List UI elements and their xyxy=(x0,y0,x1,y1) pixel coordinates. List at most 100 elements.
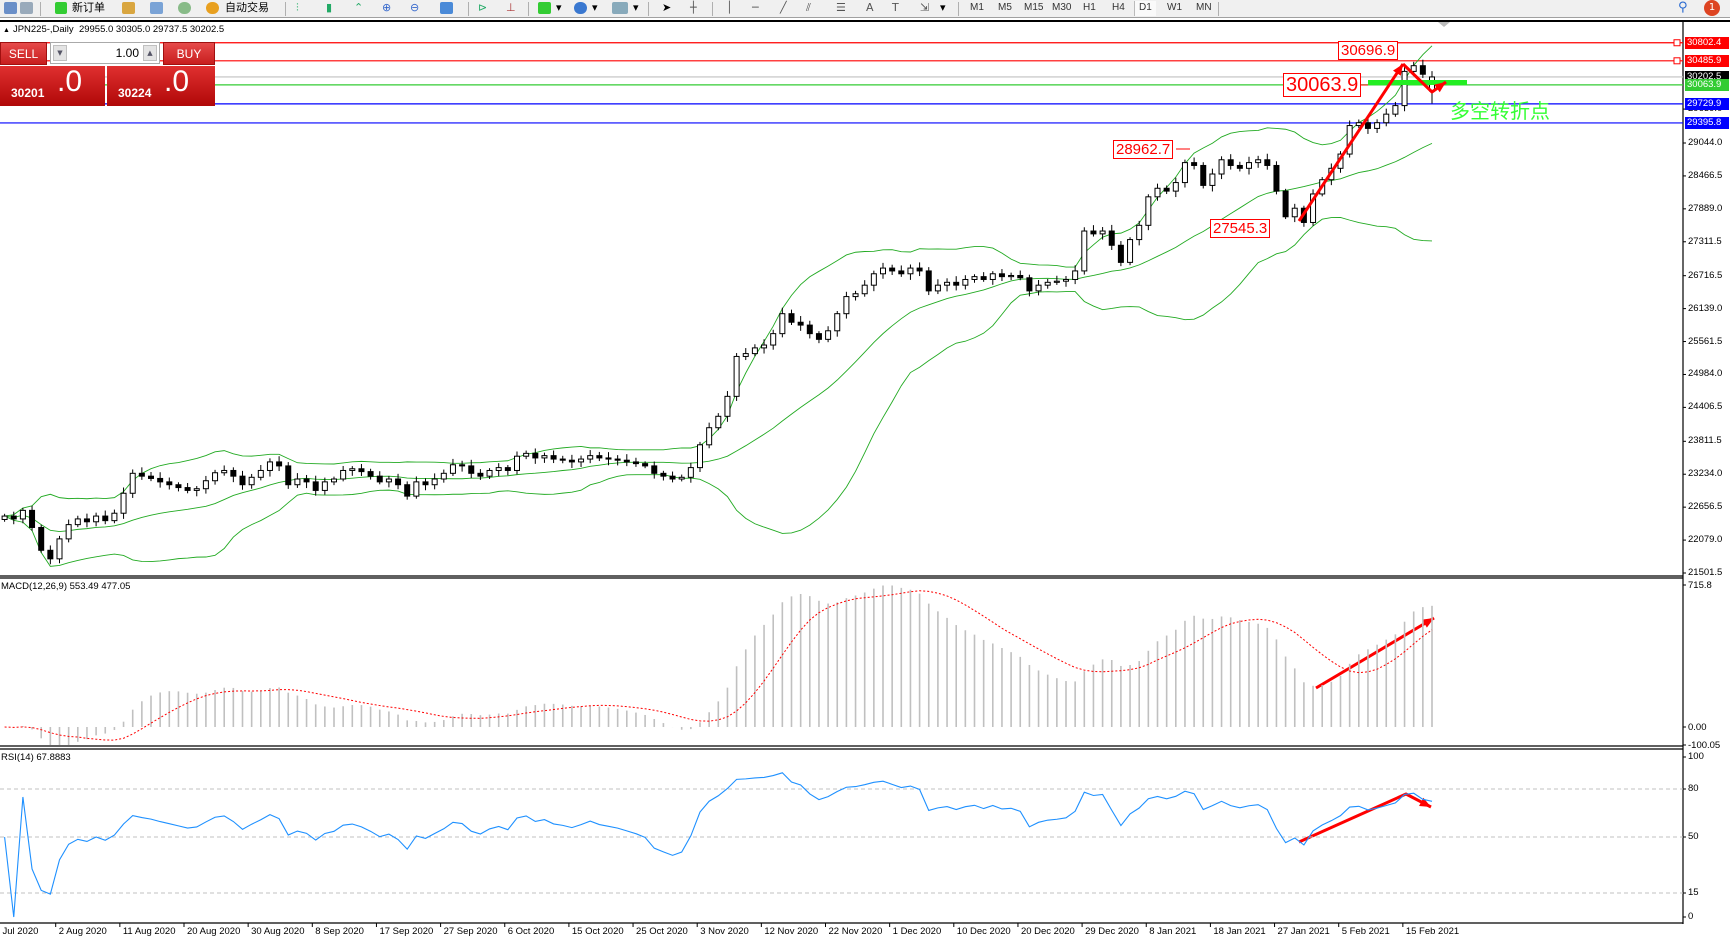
candle-bull xyxy=(440,472,447,480)
candle-bull xyxy=(129,472,136,494)
candle-bull xyxy=(843,296,850,315)
date-tick-label: 2 Aug 2020 xyxy=(58,926,107,937)
candle-bull xyxy=(321,481,328,491)
candle-bear xyxy=(532,452,539,459)
text-label-icon[interactable]: T xyxy=(892,1,899,14)
bar-chart-icon[interactable]: ⫶ xyxy=(296,1,299,14)
zoom-print-icon[interactable] xyxy=(20,2,33,14)
timeframe-w1[interactable]: W1 xyxy=(1167,2,1182,13)
date-tick-label: 5 Feb 2021 xyxy=(1341,926,1390,937)
date-tick-label: 25 Oct 2020 xyxy=(636,926,688,937)
price-tick-label: 22079.0 xyxy=(1688,534,1723,546)
price-tick-label: 26716.5 xyxy=(1688,269,1723,281)
candle-bear xyxy=(953,281,960,286)
arrows-icon[interactable]: ⇲ xyxy=(920,1,930,14)
candle-bull xyxy=(971,276,978,280)
timeframe-h1[interactable]: H1 xyxy=(1083,2,1096,13)
signals-icon[interactable] xyxy=(178,2,191,14)
candle-bull xyxy=(65,524,72,540)
date-tick-label: 12 Nov 2020 xyxy=(764,926,819,937)
chevron-down-icon[interactable]: ▾ xyxy=(592,1,598,14)
candle-bear xyxy=(276,461,283,467)
date-tick-label: 27 Sep 2020 xyxy=(443,926,498,937)
templates-icon[interactable] xyxy=(612,2,628,14)
periods-clock-icon[interactable] xyxy=(574,2,587,14)
rsi-arrow xyxy=(1298,792,1432,844)
candle-bear xyxy=(285,465,292,486)
candle-bear xyxy=(614,458,621,461)
candle-bear xyxy=(1090,230,1097,235)
candle-bull xyxy=(852,293,859,298)
candlestick-icon[interactable]: ▮ xyxy=(326,1,333,14)
volume-field[interactable]: ▼ 1.00 ▲ xyxy=(50,42,160,64)
candle-bear xyxy=(83,518,90,523)
timeframe-d1[interactable]: D1 xyxy=(1134,1,1156,16)
candle-bear xyxy=(916,267,923,272)
text-icon[interactable]: A xyxy=(866,1,874,14)
annotation-high[interactable]: 30696.9 xyxy=(1338,41,1399,60)
candle-bull xyxy=(834,313,841,332)
candle-bull xyxy=(257,469,264,478)
rsi-tick-label: 15 xyxy=(1688,887,1699,898)
candle-bull xyxy=(120,492,127,514)
auto-trading-button[interactable]: 自动交易 xyxy=(225,1,269,14)
candles xyxy=(1,59,1435,565)
cursor-icon[interactable]: ➤ xyxy=(662,1,672,14)
notification-badge[interactable]: 1 xyxy=(1704,0,1720,16)
annotation-low[interactable]: 27545.3 xyxy=(1210,219,1271,238)
collapse-triangle-icon[interactable]: ▲ xyxy=(3,27,10,34)
vertical-line-icon[interactable]: │ xyxy=(726,1,733,14)
fibonacci-icon[interactable]: ☰ xyxy=(836,1,846,14)
bollinger-lower xyxy=(4,216,1433,567)
navigator-icon[interactable] xyxy=(150,2,163,14)
volume-decrease-icon[interactable]: ▼ xyxy=(53,45,67,61)
crosshair-icon[interactable]: ┼ xyxy=(690,1,697,14)
buy-price-block[interactable]: 30224 .0 xyxy=(107,65,215,106)
autoscroll-icon[interactable]: ⊥ xyxy=(506,1,516,14)
sell-price-block[interactable]: 30201 .0 xyxy=(0,65,105,106)
zoom-in-icon[interactable]: ⊕ xyxy=(382,1,392,14)
timeframe-m30[interactable]: M30 xyxy=(1052,2,1072,13)
price-tick-label: 29044.0 xyxy=(1688,137,1723,148)
candle-bear xyxy=(632,461,639,465)
indicators-icon[interactable] xyxy=(538,2,551,14)
horizontal-line-icon[interactable]: ─ xyxy=(752,1,759,14)
sell-button[interactable]: SELL xyxy=(0,42,47,65)
line-chart-icon[interactable]: ⌃ xyxy=(354,1,364,14)
candle-bull xyxy=(248,476,255,486)
chevron-down-icon[interactable]: ▾ xyxy=(556,1,562,14)
annotation-pivot[interactable]: 30063.9 xyxy=(1283,73,1362,97)
date-tick-label: 17 Sep 2020 xyxy=(379,926,434,937)
tile-windows-icon[interactable] xyxy=(440,2,453,14)
candle-bear xyxy=(312,481,319,491)
candle-bull xyxy=(1072,270,1079,280)
volume-increase-icon[interactable]: ▲ xyxy=(143,45,157,61)
timeframe-m15[interactable]: M15 xyxy=(1024,2,1044,13)
timeframe-m5[interactable]: M5 xyxy=(998,2,1012,13)
candle-bear xyxy=(459,464,466,467)
timeframe-mn[interactable]: MN xyxy=(1196,2,1212,13)
buy-button[interactable]: BUY xyxy=(163,42,215,65)
new-order-button[interactable]: 新订单 xyxy=(72,1,105,14)
trendline-icon[interactable]: ╱ xyxy=(780,1,787,14)
volume-value[interactable]: 1.00 xyxy=(115,46,139,60)
search-icon[interactable]: ⚲ xyxy=(1678,0,1688,15)
chart-shift-icon[interactable]: ⊳ xyxy=(478,1,488,14)
candle-bear xyxy=(157,477,164,483)
candle-bear xyxy=(395,478,402,486)
timeframe-m1[interactable]: M1 xyxy=(970,2,984,13)
annotation-28962[interactable]: 28962.7 xyxy=(1113,140,1174,159)
candle-bear xyxy=(1227,159,1234,166)
market-watch-icon[interactable] xyxy=(122,2,135,14)
candle-bear xyxy=(889,267,896,272)
candle-bull xyxy=(1246,162,1252,169)
print-preview-icon[interactable] xyxy=(4,2,17,14)
chevron-down-icon[interactable]: ▾ xyxy=(940,1,946,14)
zoom-out-icon[interactable]: ⊖ xyxy=(410,1,420,14)
timeframe-h4[interactable]: H4 xyxy=(1112,2,1125,13)
chevron-down-icon[interactable]: ▾ xyxy=(633,1,639,14)
date-tick-label: 3 Nov 2020 xyxy=(700,926,749,937)
candle-bear xyxy=(38,526,45,551)
equidistant-channel-icon[interactable]: ⫽ xyxy=(806,1,811,14)
